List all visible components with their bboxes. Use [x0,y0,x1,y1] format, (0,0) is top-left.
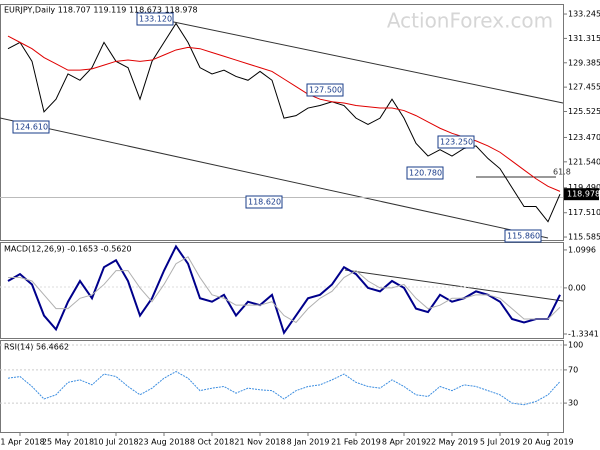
annotation-box [245,195,283,209]
x-tick-label: 23 Aug 2018 [138,438,189,447]
watermark: ActionForex.com [387,9,553,33]
x-tick-label: 21 Feb 2019 [331,438,381,447]
y-tick-label: 115.585 [568,233,600,242]
x-tick-label: 11 Apr 2018 [0,438,45,447]
annotation: 118.620 [248,198,281,207]
annotation-box [136,12,174,26]
y-tick-label: 127.455 [568,83,600,92]
y-tick-label: 117.510 [568,208,600,217]
x-tick-label: 8 Apr 2019 [382,438,426,447]
annotation-box [306,83,344,97]
x-tick-label: 8 Oct 2018 [190,438,234,447]
x-tick-label: 5 Jul 2019 [480,438,520,447]
y-tick-label: 131.315 [568,34,600,43]
y-tick-label: 70 [568,365,578,374]
price-panel [0,4,564,241]
last-price-label: 118.978 [567,190,600,199]
series-line [8,256,561,324]
annotation-box [12,120,50,134]
x-tick-label: 25 May 2018 [42,438,94,447]
x-tick-label: 21 Nov 2018 [234,438,285,447]
y-tick-label: 123.470 [568,133,600,142]
trend-line [139,14,564,104]
y-tick-label: 1.0996 [568,245,596,254]
y-tick-label: 119.490 [568,183,600,192]
x-tick-label: 8 Jan 2019 [287,438,330,447]
annotation: 127.500 [309,86,342,95]
y-tick-label: 133.245 [568,10,600,19]
annotation: 124.610 [15,123,48,132]
annotation: 115.860 [507,232,540,241]
macd-panel [0,242,564,339]
annotation-box [406,166,444,180]
x-tick-label: 22 May 2019 [426,438,478,447]
y-tick-label: 100 [568,341,583,350]
x-tick-label: 10 Jul 2018 [93,438,138,447]
annotation-box [437,135,475,149]
y-tick-label: 125.525 [568,107,600,116]
y-tick-label: -1.3341 [568,329,599,338]
series-line [7,244,561,336]
annotation: 61.8 [553,168,571,177]
y-tick-label: 30 [568,399,578,408]
annotation-box [504,229,542,243]
y-tick-label: 129.385 [568,58,600,67]
last-price-box [564,188,599,201]
trend-line [344,269,564,302]
macd-title: MACD(12,26,9) -0.1653 -0.5620 [4,245,132,254]
rsi-title: RSI(14) 56.4662 [4,343,69,352]
price-title: EURJPY,Daily 118.707 119.119 118.673 118… [4,6,198,15]
annotation: 133.120 [139,15,172,24]
y-tick-label: 121.540 [568,157,600,166]
annotation: 123.250 [440,138,473,147]
rsi-panel [0,340,564,433]
y-tick-label: 0.00 [568,283,586,292]
series-line [7,370,561,406]
x-tick-label: 20 Aug 2019 [522,438,573,447]
trend-line [0,117,549,239]
annotation: 120.780 [409,169,442,178]
